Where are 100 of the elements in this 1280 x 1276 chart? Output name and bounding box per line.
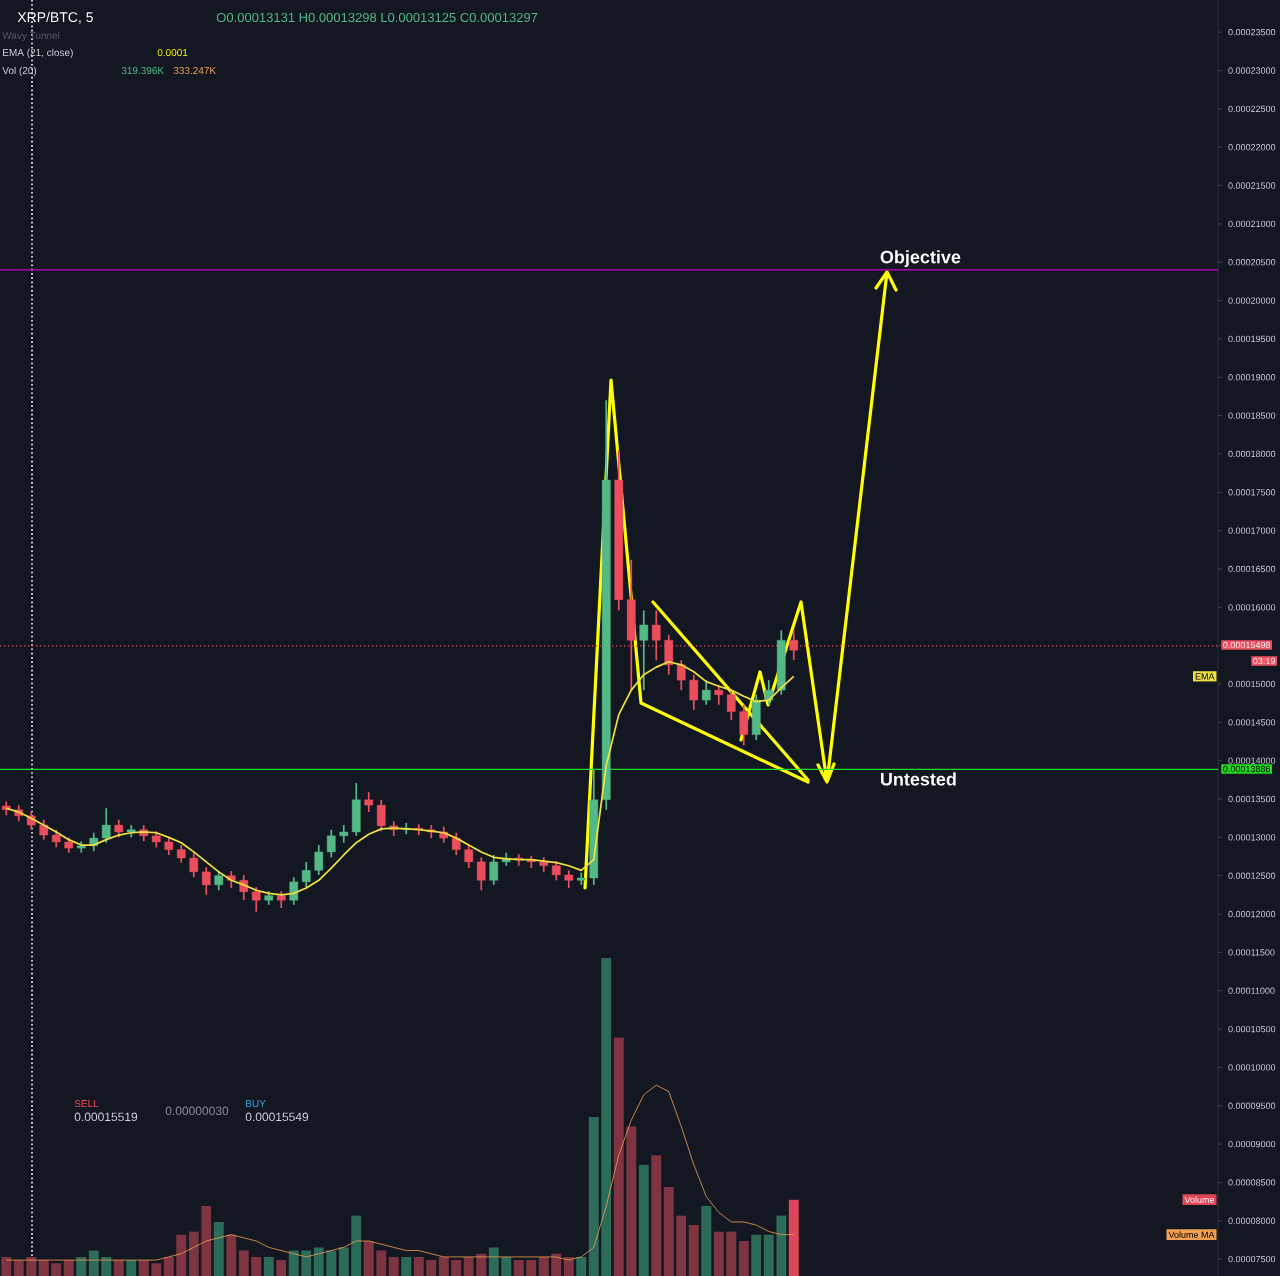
bar — [1, 1256, 12, 1276]
bar — [363, 1241, 374, 1276]
text: 0.00013886 — [1223, 765, 1271, 773]
bar — [663, 1186, 674, 1276]
bar — [501, 1256, 512, 1276]
y-tick-label: 0.00021000 — [1228, 220, 1276, 228]
candlestick — [726, 689, 736, 721]
bar — [626, 1126, 637, 1276]
candlestick — [714, 683, 724, 706]
y-tick-label: 0.00008500 — [1228, 1179, 1276, 1186]
annotation: 333.247K — [173, 66, 216, 75]
bar — [563, 1256, 574, 1276]
bar — [413, 1256, 424, 1276]
y-tick-label: 0.00017000 — [1228, 527, 1276, 534]
y-tick-label: 0.00011000 — [1228, 987, 1275, 994]
annotation: 0.00000030 — [165, 1106, 229, 1116]
candlestick — [476, 856, 486, 892]
candlestick — [314, 844, 324, 876]
y-tick-label: 0.00012500 — [1228, 872, 1276, 879]
candlestick — [214, 870, 224, 892]
candlestick — [651, 609, 661, 662]
bar — [288, 1250, 299, 1276]
text: 03:19 — [1253, 657, 1275, 665]
candlestick — [689, 673, 699, 711]
bar — [701, 1206, 712, 1276]
bar — [188, 1231, 199, 1276]
y-tick-label: 0.00014500 — [1228, 719, 1276, 726]
candlestick — [464, 844, 474, 869]
bar — [38, 1260, 49, 1276]
bar — [151, 1263, 162, 1276]
candlestick — [101, 807, 111, 844]
bar — [676, 1215, 687, 1276]
bar — [351, 1215, 362, 1276]
y-tick-label: 0.00008000 — [1228, 1217, 1276, 1224]
y-tick-label: 0.00007500 — [1228, 1255, 1276, 1263]
y-tick-label: 0.00013500 — [1228, 795, 1276, 803]
candlestick — [201, 866, 211, 896]
annotation: 0.00015519 — [74, 1112, 138, 1122]
text: XRP/BTC, 5 — [17, 11, 93, 24]
bar — [113, 1260, 124, 1276]
text: EMA — [1195, 673, 1215, 680]
bar — [176, 1234, 187, 1276]
bar — [638, 1164, 649, 1276]
bar — [451, 1260, 462, 1276]
y-tick-label: 0.00023500 — [1228, 29, 1276, 36]
text: Volume MA — [1168, 1231, 1215, 1238]
bar — [388, 1256, 399, 1276]
annotation: SELL — [74, 1100, 99, 1108]
bar — [213, 1221, 224, 1276]
candlestick — [289, 876, 299, 906]
y-tick-label: 0.00020500 — [1228, 259, 1276, 266]
y-tick-label: 0.00019500 — [1228, 335, 1276, 343]
bar — [688, 1225, 699, 1276]
bar — [51, 1263, 62, 1276]
y-tick-label: 0.00022500 — [1228, 105, 1276, 113]
candlestick — [251, 886, 261, 913]
y-tick-label: 0.00022000 — [1228, 144, 1276, 151]
bar — [513, 1260, 524, 1276]
annotation: 0.0001 — [157, 48, 188, 57]
bar — [538, 1256, 549, 1276]
candlestick — [364, 791, 374, 813]
bar — [726, 1231, 737, 1276]
text: Volume — [1184, 1196, 1215, 1203]
bar — [738, 1241, 749, 1276]
candlestick — [551, 860, 561, 882]
text: O0.00013131 H0.00013298 L0.00013125 C0.00013297 — [216, 12, 538, 23]
bar — [763, 1234, 774, 1276]
bar — [438, 1256, 449, 1276]
bar — [13, 1260, 24, 1276]
y-tick-label: 0.00016500 — [1228, 565, 1276, 573]
candlestick — [451, 831, 461, 856]
bar — [588, 1116, 599, 1276]
bar — [751, 1234, 762, 1276]
y-tick-label: 0.00012000 — [1228, 910, 1276, 918]
bar — [338, 1247, 349, 1276]
bar — [613, 1037, 624, 1276]
candlestick — [39, 818, 49, 841]
bar — [526, 1260, 537, 1276]
candlestick — [301, 861, 311, 889]
bar — [426, 1260, 437, 1276]
y-tick-label: 0.00021500 — [1228, 182, 1276, 189]
y-tick-label: 0.00011500 — [1228, 949, 1275, 956]
annotation: Vol (20) — [2, 66, 37, 77]
y-tick-label: 0.00018000 — [1228, 450, 1276, 458]
candlestick — [676, 659, 686, 691]
candlestick — [701, 679, 711, 706]
y-tick-label: 0.00009500 — [1228, 1102, 1276, 1109]
y-tick-label: 0.00010500 — [1228, 1025, 1276, 1033]
bar — [488, 1247, 499, 1276]
bar — [651, 1155, 662, 1276]
bar — [713, 1231, 724, 1276]
ref-line-label: Untested — [880, 772, 956, 786]
bar — [401, 1256, 412, 1276]
annotation: 319.396K — [121, 66, 164, 75]
bar — [263, 1256, 274, 1276]
candlestick — [376, 798, 386, 833]
candlestick — [189, 851, 199, 879]
y-tick-label: 0.00020000 — [1228, 297, 1276, 304]
y-tick-label: 0.00016000 — [1228, 604, 1276, 611]
y-tick-label: 0.00023000 — [1228, 67, 1276, 74]
